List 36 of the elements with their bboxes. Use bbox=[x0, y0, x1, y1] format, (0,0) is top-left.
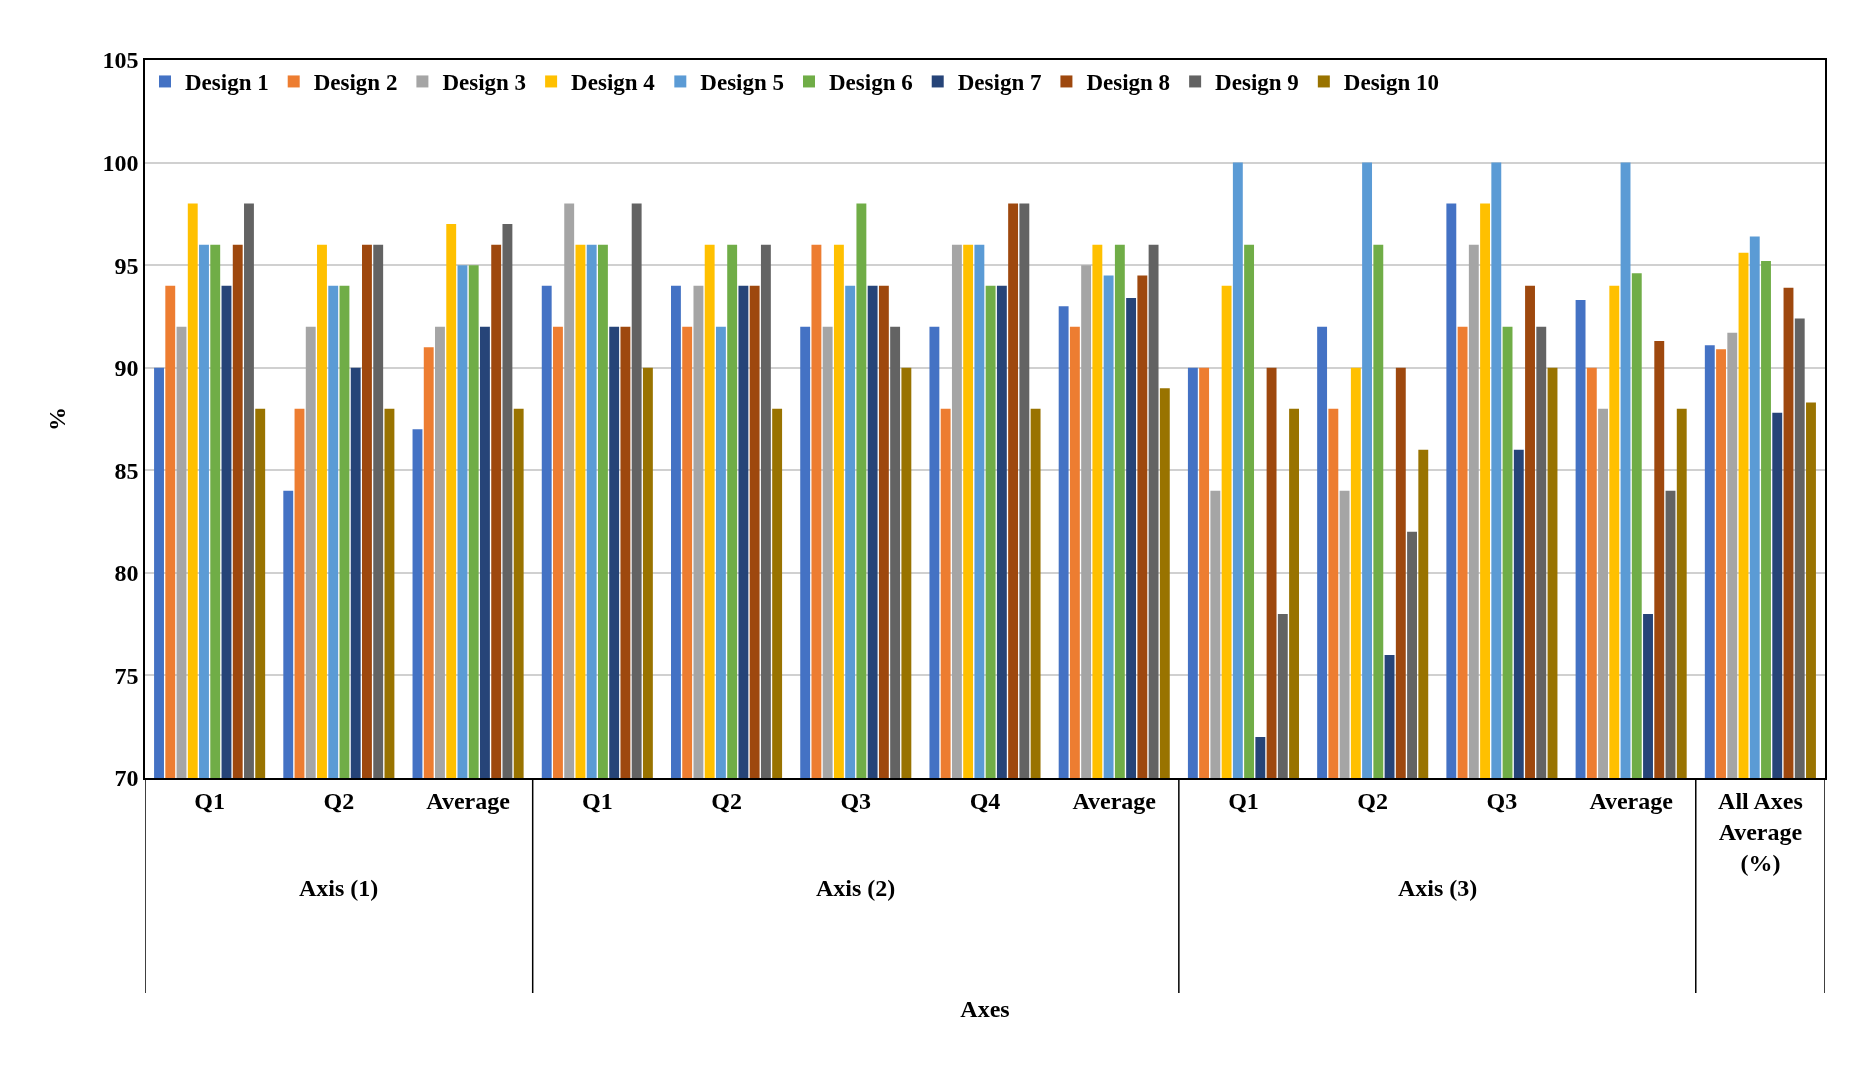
x-tick-label: Average bbox=[1589, 787, 1674, 814]
x-tick-label: Q3 bbox=[840, 787, 872, 814]
x-tick-label: Q4 bbox=[969, 787, 1001, 814]
y-tick-label: 80 bbox=[114, 560, 139, 587]
x-tick-label: Average bbox=[1072, 787, 1157, 814]
y-axis-title: % bbox=[44, 407, 71, 431]
x-tick-label: All Axes Average (%) bbox=[1718, 787, 1803, 876]
x-tick-label: Q1 bbox=[581, 787, 613, 814]
y-tick-label: 70 bbox=[114, 765, 139, 792]
legend-label: Design 4 bbox=[571, 70, 656, 96]
y-tick-label: 100 bbox=[102, 149, 139, 176]
y-tick-label: 105 bbox=[102, 47, 139, 74]
x-tick-label: Q1 bbox=[1228, 787, 1259, 814]
x-axis-title: Axes bbox=[960, 995, 1010, 1022]
x-tick-label: Q2 bbox=[711, 787, 742, 814]
y-tick-label: 85 bbox=[114, 457, 139, 484]
x-tick-label: Q3 bbox=[1486, 787, 1518, 814]
x-tick-label: Q2 bbox=[1357, 787, 1389, 814]
x-tick-label: Q1 bbox=[194, 787, 225, 814]
x-tick-label: Q2 bbox=[323, 787, 355, 814]
x-tick-label: Average bbox=[426, 787, 511, 814]
legend-label: Design 1 bbox=[185, 70, 269, 96]
y-tick-label: 95 bbox=[114, 252, 139, 279]
text: Axis (2) bbox=[816, 875, 896, 901]
legend-label: Design 6 bbox=[829, 70, 913, 96]
legend-label: Design 8 bbox=[1086, 70, 1171, 96]
text: Axis (3) bbox=[1398, 875, 1478, 901]
legend-label: Design 2 bbox=[313, 70, 398, 96]
legend-label: Design 9 bbox=[1215, 70, 1299, 96]
y-tick-label: 75 bbox=[114, 662, 139, 689]
legend-label: Design 3 bbox=[442, 70, 527, 96]
y-tick-label: 90 bbox=[114, 355, 139, 382]
legend-label: Design 7 bbox=[957, 70, 1042, 96]
legend-label: Design 5 bbox=[700, 70, 785, 96]
legend-label: Design 10 bbox=[1343, 70, 1440, 96]
text: Axis (1) bbox=[299, 875, 379, 901]
